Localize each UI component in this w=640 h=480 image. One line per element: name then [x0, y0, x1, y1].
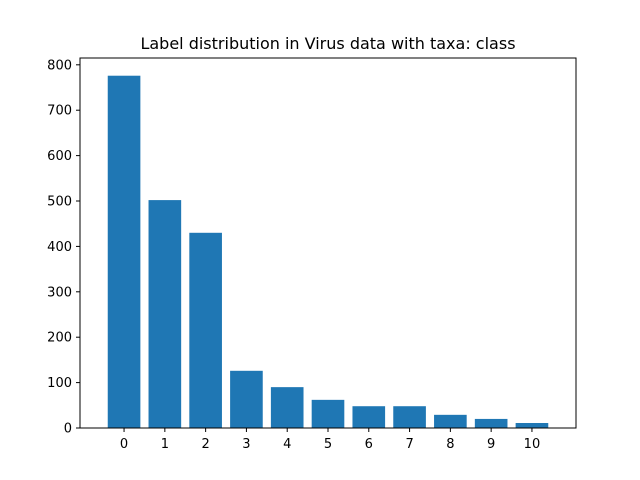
y-tick-label: 500	[47, 195, 72, 210]
bar-1	[148, 200, 182, 428]
x-tick-label: 3	[242, 437, 250, 452]
y-tick-label: 700	[47, 104, 72, 119]
x-tick-label: 10	[524, 437, 541, 452]
x-tick-label: 7	[405, 437, 413, 452]
y-tick-label: 600	[47, 149, 72, 164]
x-tick-label: 0	[120, 437, 128, 452]
bar-8	[434, 414, 467, 428]
bar-3	[230, 370, 263, 428]
bar-5	[311, 399, 345, 428]
bar-0	[107, 75, 141, 429]
plot-frame	[79, 57, 577, 429]
x-tick-label: 2	[201, 437, 209, 452]
x-tick-label: 5	[324, 437, 332, 452]
y-tick-label: 0	[64, 422, 72, 437]
x-tick-label: 1	[161, 437, 169, 452]
bars-group	[107, 75, 549, 429]
x-tick-label: 8	[446, 437, 454, 452]
bar-9	[474, 418, 508, 428]
bar-6	[352, 406, 386, 428]
y-tick-label: 300	[47, 285, 72, 300]
y-tick-label: 800	[47, 58, 72, 73]
x-tick-label: 4	[283, 437, 291, 452]
x-tick-label: 9	[487, 437, 495, 452]
y-tick-label: 100	[47, 376, 72, 391]
bar-7	[393, 406, 426, 428]
y-tick-label: 200	[47, 331, 72, 346]
chart-title: Label distribution in Virus data with ta…	[140, 34, 515, 53]
y-axis: 0 100 200 300 400 500 600 700 800	[47, 58, 80, 437]
bar-4	[270, 387, 304, 428]
bar-2	[189, 232, 222, 428]
x-axis: 0 1 2 3 4 5 6 7 8 9 10	[120, 428, 540, 452]
x-tick-label: 6	[365, 437, 373, 452]
bar-10	[515, 423, 549, 428]
y-tick-label: 400	[47, 240, 72, 255]
